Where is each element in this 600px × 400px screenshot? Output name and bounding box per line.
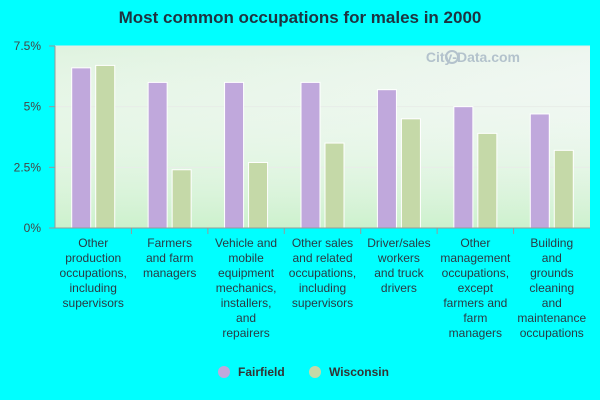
- y-tick-label: 7.5%: [14, 39, 42, 53]
- x-category-label-line: occupations,: [60, 266, 127, 280]
- x-category-label-line: management: [440, 251, 511, 265]
- x-category-label-line: Vehicle and: [215, 236, 277, 250]
- legend-label-fairfield: Fairfield: [238, 365, 285, 379]
- x-category-label-line: including: [70, 281, 117, 295]
- x-category-label-line: Other: [460, 236, 490, 250]
- legend-label-wisconsin: Wisconsin: [329, 365, 389, 379]
- watermark-text: City-Data.com: [426, 49, 520, 65]
- x-category-label: Farmers and farm managers: [143, 236, 196, 280]
- x-category-label-line: Driver/sales: [367, 236, 430, 250]
- x-category-label: Vehicle and mobile equipment mechanics, inst…: [215, 236, 277, 340]
- x-category-label: Other management occupations, except farmers…: [440, 236, 511, 340]
- x-category-label-line: workers: [377, 251, 420, 265]
- bar-fairfield[interactable]: [300, 81, 321, 229]
- plot-background-shade: [55, 46, 590, 228]
- watermark: City-Data.com: [426, 49, 520, 65]
- legend-swatch-fairfield: [218, 366, 230, 378]
- x-category-label-line: production: [65, 251, 121, 265]
- x-category-label-line: and: [236, 311, 256, 325]
- bar-fairfield[interactable]: [224, 81, 245, 229]
- bar-wisconsin[interactable]: [324, 142, 345, 229]
- x-category-label-line: managers: [449, 326, 502, 340]
- bar-fairfield[interactable]: [376, 89, 397, 229]
- bar-wisconsin[interactable]: [171, 169, 192, 229]
- x-category-label-line: and: [542, 251, 562, 265]
- x-category-label-line: occupations: [520, 326, 584, 340]
- x-category-label-line: occupations,: [289, 266, 356, 280]
- bar-wisconsin[interactable]: [95, 64, 116, 229]
- bar-wisconsin[interactable]: [400, 118, 421, 229]
- x-category-label-line: farmers and: [443, 296, 507, 310]
- x-category-label: Other sales and related occupations, includ…: [289, 236, 356, 310]
- x-category-label-line: occupations,: [442, 266, 509, 280]
- x-category-label-line: drivers: [381, 281, 417, 295]
- x-category-label-line: grounds: [530, 266, 573, 280]
- x-category-label: Other production occupations, including supe…: [60, 236, 127, 310]
- x-category-label-line: and related: [292, 251, 352, 265]
- x-category-label-line: installers,: [221, 296, 272, 310]
- chart-title: Most common occupations for males in 200…: [118, 8, 482, 27]
- x-category-label-line: mechanics,: [216, 281, 277, 295]
- bar-wisconsin[interactable]: [477, 132, 498, 229]
- x-category-label-line: Other sales: [292, 236, 353, 250]
- x-category-label-line: repairers: [222, 326, 269, 340]
- x-category-label-line: including: [299, 281, 346, 295]
- x-category-label-line: except: [458, 281, 494, 295]
- bar-fairfield[interactable]: [147, 81, 168, 229]
- bar-wisconsin[interactable]: [553, 149, 574, 229]
- x-category-label-line: Building: [530, 236, 573, 250]
- x-category-label-line: Other: [78, 236, 108, 250]
- watermark-icon: [445, 50, 459, 64]
- x-category-label-line: supervisors: [63, 296, 124, 310]
- x-category-label-line: supervisors: [292, 296, 353, 310]
- y-tick-label: 0%: [24, 221, 42, 235]
- bar-fairfield[interactable]: [453, 106, 474, 229]
- y-tick-label: 2.5%: [14, 160, 42, 174]
- x-category-label-line: and farm: [146, 251, 193, 265]
- y-tick-label: 5%: [24, 100, 42, 114]
- x-category-label: Building and grounds cleaning and maintenance…: [517, 236, 586, 340]
- x-category-label: Driver/sales workers and truck drivers: [367, 236, 430, 295]
- bar-fairfield[interactable]: [529, 113, 550, 229]
- x-category-label-line: and truck: [374, 266, 424, 280]
- x-category-label-line: farm: [463, 311, 487, 325]
- x-category-label-line: cleaning: [529, 281, 574, 295]
- x-category-label-line: mobile: [228, 251, 264, 265]
- x-category-label-line: equipment: [218, 266, 275, 280]
- legend-swatch-wisconsin: [309, 366, 321, 378]
- x-category-label-line: managers: [143, 266, 196, 280]
- bar-fairfield[interactable]: [71, 67, 92, 229]
- bar-wisconsin[interactable]: [248, 161, 269, 229]
- x-category-label-line: Farmers: [147, 236, 192, 250]
- x-category-label-line: maintenance: [517, 311, 586, 325]
- x-category-label-line: and: [542, 296, 562, 310]
